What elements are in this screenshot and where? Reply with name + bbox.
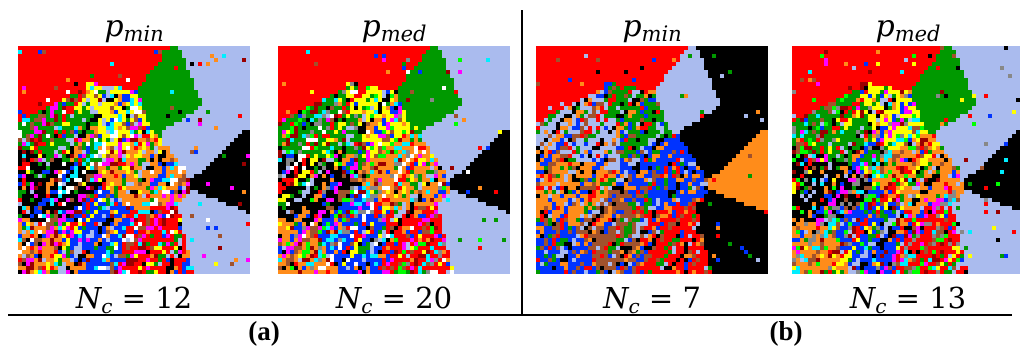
vertical-divider bbox=[521, 10, 523, 314]
segmentation-canvas bbox=[536, 46, 768, 274]
cluster-count-a1: Nc = 12 bbox=[75, 281, 193, 318]
segmentation-canvas bbox=[18, 46, 250, 274]
segmentation-map-b-med bbox=[792, 46, 1020, 274]
nc-value: 20 bbox=[415, 281, 453, 315]
nc-value: 12 bbox=[155, 281, 193, 315]
panel-b2-title: pmed bbox=[792, 10, 1020, 51]
nc-sub: c bbox=[361, 294, 373, 318]
nc-value: 13 bbox=[929, 281, 967, 315]
title-sub: med bbox=[894, 22, 941, 46]
title-base: p bbox=[104, 9, 124, 44]
segmentation-canvas bbox=[792, 46, 1020, 274]
nc-symbol: N bbox=[849, 281, 876, 315]
nc-symbol: N bbox=[335, 281, 362, 315]
cluster-count-b2: Nc = 13 bbox=[849, 281, 967, 318]
nc-sub: c bbox=[628, 294, 640, 318]
segmentation-map-a-min bbox=[18, 46, 250, 274]
title-sub: med bbox=[380, 22, 427, 46]
title-base: p bbox=[622, 9, 642, 44]
segmentation-map-a-med bbox=[278, 46, 510, 274]
nc-sub: c bbox=[101, 294, 113, 318]
panel-a1-title: pmin bbox=[18, 10, 250, 51]
subfigure-label-b: (b) bbox=[769, 316, 803, 346]
nc-symbol: N bbox=[75, 281, 102, 315]
cluster-count-b1: Nc = 7 bbox=[603, 281, 701, 318]
nc-value: 7 bbox=[682, 281, 701, 315]
title-sub: min bbox=[123, 22, 164, 46]
title-base: p bbox=[875, 9, 895, 44]
nc-sub: c bbox=[875, 294, 887, 318]
title-base: p bbox=[361, 9, 381, 44]
segmentation-canvas bbox=[278, 46, 510, 274]
panel-b1-title: pmin bbox=[536, 10, 768, 51]
panel-a2-title: pmed bbox=[278, 10, 510, 51]
horizontal-divider bbox=[8, 314, 1012, 316]
title-sub: min bbox=[641, 22, 682, 46]
segmentation-map-b-min bbox=[536, 46, 768, 274]
subfigure-label-a: (a) bbox=[248, 316, 280, 346]
cluster-count-a2: Nc = 20 bbox=[335, 281, 453, 318]
nc-symbol: N bbox=[603, 281, 629, 315]
